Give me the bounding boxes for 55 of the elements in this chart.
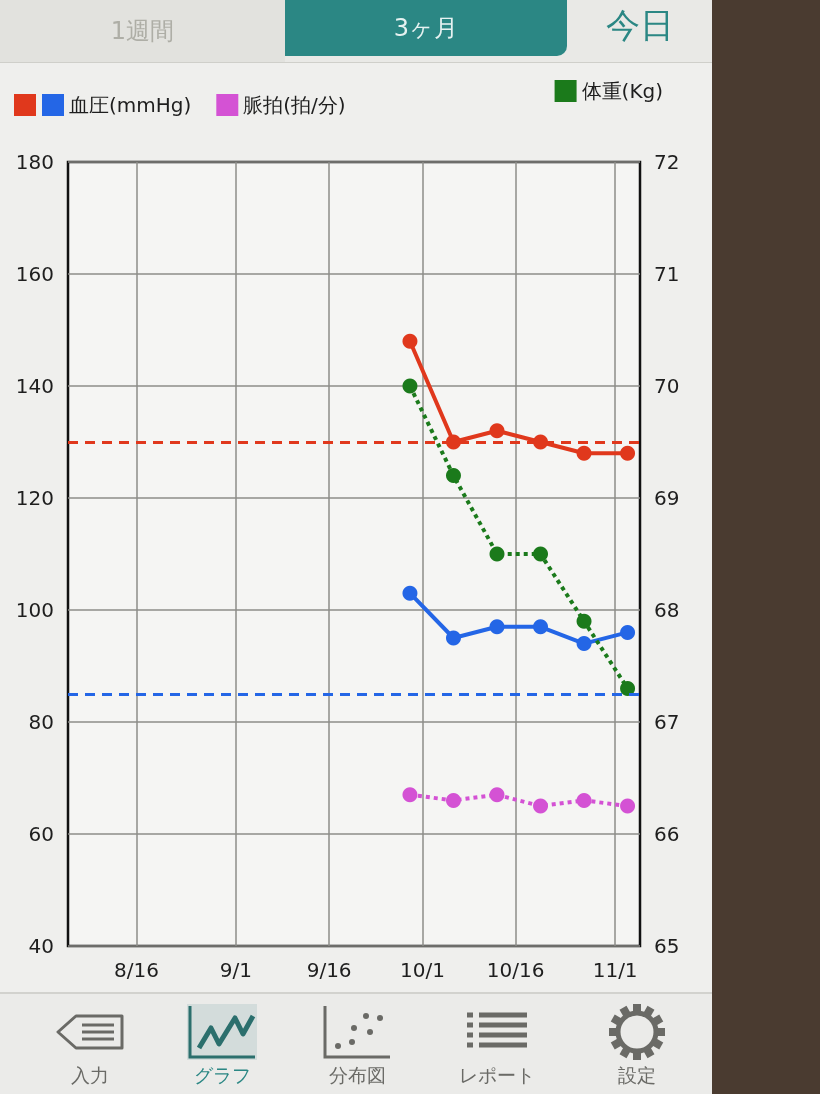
point bbox=[489, 619, 505, 635]
point bbox=[620, 624, 636, 640]
point bbox=[489, 787, 505, 803]
text: 1週間 bbox=[0, 0, 285, 62]
y-tick-label: 100 bbox=[15, 598, 54, 622]
text: 3ヶ月 bbox=[285, 0, 567, 56]
y2-tick-label: 65 bbox=[654, 934, 680, 958]
y2-tick-label: 71 bbox=[654, 262, 680, 286]
y-tick-label: 180 bbox=[15, 150, 54, 174]
x-tick-label: 9/1 bbox=[219, 958, 252, 982]
x-tick-label: 11/1 bbox=[592, 958, 638, 982]
legend-label: 脈拍(拍/分) bbox=[243, 93, 346, 117]
text: 今日 bbox=[605, 4, 675, 47]
text: レポート bbox=[458, 1063, 536, 1088]
point bbox=[445, 630, 461, 646]
y2-tick-label: 70 bbox=[654, 374, 680, 398]
point bbox=[620, 445, 636, 461]
point bbox=[576, 636, 592, 652]
y2-tick-label: 66 bbox=[654, 822, 680, 846]
point bbox=[402, 585, 418, 601]
legend-label: 体重(Kg) bbox=[581, 79, 664, 103]
point bbox=[445, 468, 461, 484]
point bbox=[489, 546, 505, 562]
point bbox=[576, 792, 592, 808]
point bbox=[402, 787, 418, 803]
text: 分布図 bbox=[327, 1063, 387, 1088]
y2-tick-label: 68 bbox=[654, 598, 680, 622]
y-tick-label: 80 bbox=[28, 710, 54, 734]
point bbox=[489, 423, 505, 439]
point bbox=[533, 798, 549, 814]
y2-tick-label: 69 bbox=[654, 486, 680, 510]
y-tick-label: 160 bbox=[15, 262, 54, 286]
x-tick-label: 10/1 bbox=[399, 958, 445, 982]
y2-tick-label: 67 bbox=[654, 710, 680, 734]
text: 入力 bbox=[70, 1063, 110, 1088]
y-tick-label: 40 bbox=[28, 934, 54, 958]
point bbox=[620, 680, 636, 696]
point bbox=[533, 546, 549, 562]
x-tick-label: 8/16 bbox=[113, 958, 159, 982]
point bbox=[576, 613, 592, 629]
y2-tick-label: 72 bbox=[654, 150, 680, 174]
text: グラフ bbox=[192, 1063, 252, 1088]
text: 設定 bbox=[617, 1063, 657, 1088]
point bbox=[445, 792, 461, 808]
point bbox=[402, 378, 418, 394]
point bbox=[620, 798, 636, 814]
y-tick-label: 60 bbox=[28, 822, 54, 846]
y-tick-label: 140 bbox=[15, 374, 54, 398]
legend-label: 血圧(mmHg) bbox=[69, 93, 192, 117]
point bbox=[402, 333, 418, 349]
point bbox=[533, 619, 549, 635]
y-tick-label: 120 bbox=[15, 486, 54, 510]
x-tick-label: 10/16 bbox=[486, 958, 545, 982]
point bbox=[576, 445, 592, 461]
x-tick-label: 9/16 bbox=[306, 958, 352, 982]
